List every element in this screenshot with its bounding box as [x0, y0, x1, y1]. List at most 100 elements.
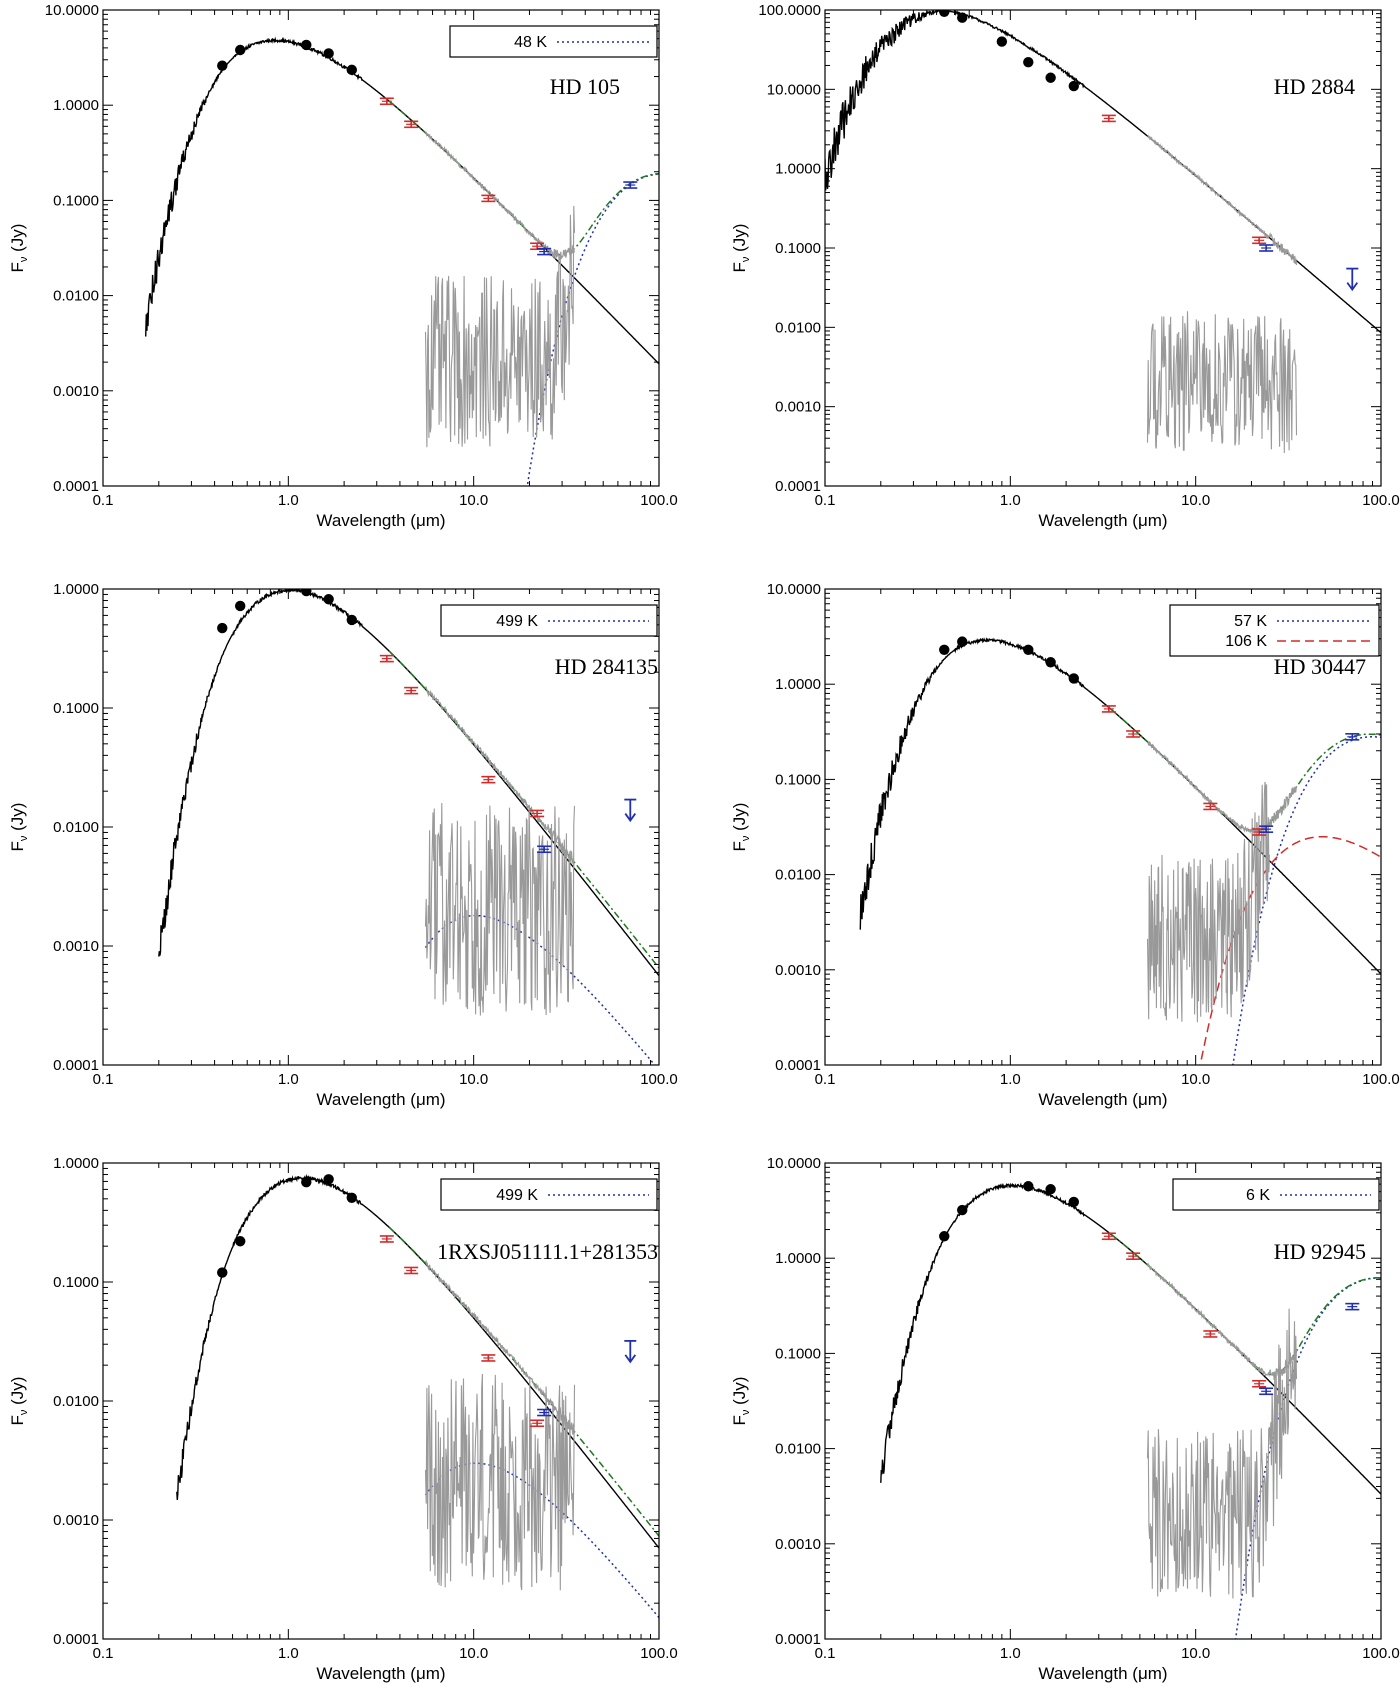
- photosphere-model: [880, 1182, 1381, 1495]
- photometry-point-4: [323, 594, 334, 605]
- photometry-blue-1: [537, 247, 552, 256]
- star-name: HD 92945: [1274, 1239, 1366, 1264]
- photometry-red-1: [379, 1235, 394, 1243]
- y-tick-label: 0.0010: [775, 1536, 821, 1553]
- legend-label: 57 K: [1234, 613, 1267, 630]
- y-axis-title: Fν (Jy): [8, 224, 30, 273]
- y-tick-label: 0.0001: [775, 1631, 821, 1648]
- sed-panel-2: 0.1 1.0 10.0 100.0 0.0001 0.0010 0.0100 0.1000 1…: [730, 2, 1400, 530]
- y-tick-label: 0.0001: [53, 1057, 99, 1074]
- x-tick-label: 10.0: [1181, 492, 1210, 509]
- photometry-point-5: [1068, 673, 1079, 684]
- x-tick-label: 1.0: [278, 492, 299, 509]
- x-tick-label: 10.0: [1181, 1071, 1210, 1088]
- photometry-red-3: [1203, 802, 1218, 811]
- residual-spectrum: [1146, 1308, 1298, 1599]
- x-tick-label: 100.0: [640, 1071, 678, 1088]
- photometry-point-2: [235, 44, 246, 56]
- star-name: HD 2884: [1274, 74, 1355, 99]
- star-name: HD 284135: [555, 654, 658, 679]
- total-model: [388, 100, 659, 256]
- photometry-red-1: [379, 97, 394, 106]
- residual-spectrum: [1146, 781, 1270, 1023]
- residual-spectrum: [1146, 311, 1298, 454]
- photometry-point-5: [1068, 1196, 1079, 1208]
- y-tick-label: 0.0100: [53, 1393, 99, 1410]
- y-tick-label: 10.0000: [767, 581, 821, 598]
- photometry-red-2: [1252, 236, 1267, 245]
- y-tick-label: 0.0001: [53, 478, 99, 495]
- y-tick-label: 0.0100: [53, 288, 99, 305]
- x-tick-label: 1.0: [278, 1645, 299, 1662]
- y-tick-label: 1.0000: [53, 97, 99, 114]
- upper-limit-arrow: [624, 1339, 637, 1364]
- y-tick-label: 0.0010: [53, 383, 99, 400]
- x-tick-label: 100.0: [640, 1645, 678, 1662]
- photosphere-model: [158, 589, 659, 977]
- photometry-point-5: [346, 614, 357, 626]
- y-tick-label: 1.0000: [53, 581, 99, 598]
- plot-area: [825, 10, 1381, 454]
- photosphere-model: [859, 637, 1381, 975]
- y-tick-label: 0.0001: [53, 1631, 99, 1648]
- photometry-point-2: [957, 12, 968, 23]
- photometry-point-4: [1023, 56, 1034, 68]
- y-axis-title: Fν (Jy): [730, 803, 752, 852]
- photometry-point-3: [996, 36, 1008, 47]
- plot-frame: [824, 588, 1382, 1066]
- photometry-red-1: [1101, 114, 1116, 123]
- star-name: HD 30447: [1274, 654, 1366, 679]
- y-axis-title: Fν (Jy): [8, 1377, 30, 1426]
- residual-spectrum: [424, 802, 576, 1016]
- x-tick-label: 0.1: [93, 492, 114, 509]
- legend: 499 K: [440, 1178, 658, 1211]
- plot-area: [176, 1173, 659, 1619]
- photometry-red-2: [404, 686, 419, 695]
- sed-panel-5: 0.1 1.0 10.0 100.0 0.0001 0.0010 0.0100 0.1000 1…: [8, 1155, 678, 1683]
- residual-spectrum: [424, 1373, 576, 1591]
- y-tick-label: 100.0000: [758, 2, 821, 19]
- y-axis-title: Fν (Jy): [730, 224, 752, 273]
- sed-panel-6: 0.1 1.0 10.0 100.0 0.0001 0.0010 0.0100 0.1000 1…: [730, 1155, 1400, 1683]
- photometry-blue-1: [1259, 244, 1274, 252]
- photometry-red-1: [1101, 1232, 1116, 1241]
- y-tick-label: 0.1000: [775, 240, 821, 257]
- x-tick-label: 10.0: [459, 1071, 488, 1088]
- y-tick-label: 0.1000: [53, 192, 99, 209]
- y-tick-label: 0.1000: [775, 771, 821, 788]
- x-tick-label: 0.1: [93, 1071, 114, 1088]
- photosphere-model: [176, 1173, 659, 1549]
- photometry-point-4: [1045, 657, 1056, 668]
- legend: 499 K: [440, 604, 658, 637]
- x-tick-label: 1.0: [1000, 492, 1021, 509]
- y-tick-label: 10.0000: [45, 2, 99, 19]
- y-tick-label: 0.0100: [775, 1441, 821, 1458]
- x-tick-label: 0.1: [815, 1645, 836, 1662]
- y-tick-label: 0.1000: [53, 700, 99, 717]
- legend-label: 499 K: [496, 1187, 538, 1204]
- photometry-point-5: [346, 1192, 357, 1203]
- y-tick-label: 0.0010: [775, 962, 821, 979]
- y-tick-label: 0.0100: [775, 867, 821, 884]
- x-tick-label: 100.0: [1362, 492, 1400, 509]
- plot-area: [145, 36, 659, 486]
- legend-label: 106 K: [1225, 633, 1267, 650]
- x-axis-title: Wavelength (μm): [316, 1090, 445, 1109]
- legend-label: 499 K: [496, 613, 538, 630]
- x-tick-label: 100.0: [1362, 1071, 1400, 1088]
- photometry-point-1: [939, 644, 950, 655]
- photometry-point-2: [957, 636, 968, 647]
- photometry-point-4: [323, 48, 334, 59]
- x-tick-label: 10.0: [459, 1645, 488, 1662]
- x-axis-title: Wavelength (μm): [1038, 1664, 1167, 1683]
- x-tick-label: 0.1: [93, 1645, 114, 1662]
- x-tick-label: 100.0: [640, 492, 678, 509]
- y-tick-label: 0.0001: [775, 1057, 821, 1074]
- photosphere-model: [825, 10, 1381, 334]
- irs-spectrum: [424, 686, 575, 869]
- legend: 57 K 106 K: [1169, 604, 1380, 657]
- sed-panel-1: 0.1 1.0 10.0 100.0 0.0001 0.0010 0.0100 0.1000 1…: [8, 2, 678, 530]
- x-tick-label: 10.0: [459, 492, 488, 509]
- photometry-red-4: [530, 809, 545, 818]
- total-model: [1110, 708, 1381, 832]
